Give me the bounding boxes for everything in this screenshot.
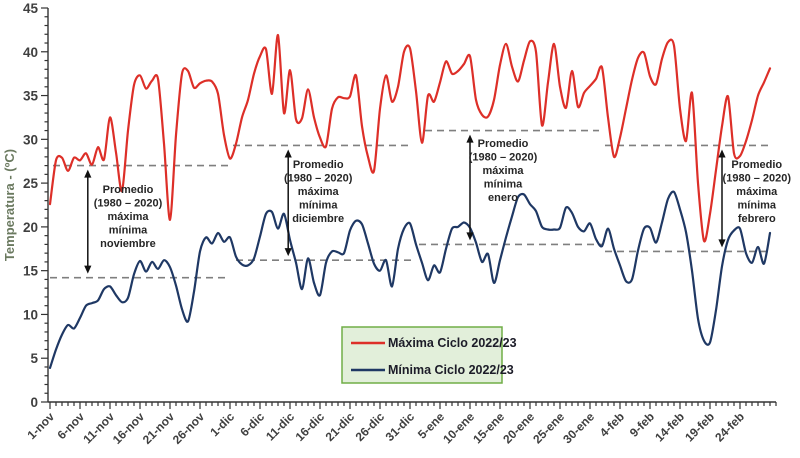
annotation-enero-line-4: enero (488, 192, 518, 204)
x-tick-label: 21-dic (323, 409, 358, 444)
y-tick-label: 30 (23, 132, 38, 147)
x-tick-label: 6-dic (237, 409, 267, 439)
x-tick-label: 20-ene (500, 409, 537, 446)
annotation-noviembre-line-3: mínima (109, 224, 148, 236)
annotation-enero-line-1: (1980 – 2020) (469, 152, 538, 164)
x-tick-label: 26-nov (170, 409, 207, 446)
annotation-arrowhead-up-febrero (718, 149, 726, 158)
annotation-diciembre-line-4: diciembre (292, 213, 344, 225)
y-tick-label: 35 (23, 89, 39, 104)
x-tick-label: 10-ene (440, 409, 477, 446)
annotation-febrero-line-2: máxima (736, 186, 778, 198)
x-tick-label: 25-ene (530, 409, 567, 446)
annotation-febrero-line-1: (1980 – 2020) (723, 173, 792, 185)
x-tick-label: 16-dic (293, 409, 328, 444)
annotations-group: Promedio(1980 – 2020)máximamínimanoviemb… (84, 134, 792, 274)
annotation-noviembre-line-0: Promedio (103, 184, 154, 196)
y-tick-label: 25 (23, 176, 39, 191)
x-tick-label: 30-ene (560, 409, 597, 446)
annotation-arrowhead-down-noviembre (84, 265, 92, 274)
annotation-diciembre-line-0: Promedio (293, 159, 344, 171)
legend-box (341, 326, 503, 384)
x-tick-label: 31-dic (383, 409, 418, 444)
annotation-diciembre-line-3: mínima (299, 199, 338, 211)
x-tick-label: 26-dic (353, 409, 388, 444)
annotation-arrowhead-down-diciembre (284, 248, 292, 257)
x-tick-label: 1-nov (25, 409, 58, 442)
y-tick-label: 15 (23, 264, 39, 279)
annotation-arrowhead-down-enero (466, 232, 474, 241)
annotation-diciembre-line-1: (1980 – 2020) (284, 173, 353, 185)
annotation-arrowhead-up-diciembre (284, 149, 292, 158)
annotation-diciembre-line-2: máxima (298, 186, 340, 198)
y-tick-label: 5 (30, 351, 38, 366)
annotation-noviembre-line-1: (1980 – 2020) (94, 198, 163, 210)
annotation-enero-line-2: máxima (483, 165, 525, 177)
x-tick-label: 4-feb (597, 410, 627, 440)
annotation-febrero-line-3: mínima (738, 199, 777, 211)
annotation-noviembre-line-2: máxima (108, 211, 150, 223)
y-tick-label: 20 (23, 220, 38, 235)
x-tick-label: 19-feb (682, 410, 717, 445)
x-tick-label: 16-nov (110, 409, 147, 446)
y-tick-label: 10 (23, 307, 38, 322)
x-tick-label: 14-feb (652, 410, 687, 445)
x-tick-label: 1-dic (207, 409, 237, 439)
annotation-febrero-line-0: Promedio (731, 159, 782, 171)
annotation-arrowhead-up-enero (466, 134, 474, 143)
x-tick-label: 21-nov (140, 409, 177, 446)
annotation-arrowhead-down-febrero (718, 239, 726, 248)
y-axis-title: Temperatura - (ºC) (2, 149, 17, 261)
annotation-arrowhead-up-noviembre (84, 169, 92, 178)
legend-maxima-label: Máxima Ciclo 2022/23 (388, 336, 517, 350)
y-tick-label: 45 (23, 1, 39, 16)
annotation-febrero-line-4: febrero (738, 213, 776, 225)
x-tick-label: 15-ene (470, 409, 507, 446)
x-tick-label: 11-dic (263, 409, 297, 443)
y-tick-label: 40 (23, 45, 38, 60)
x-tick-label: 11-nov (80, 409, 117, 446)
maxima-series-line (48, 33, 772, 243)
minima-series-line (48, 190, 772, 369)
series-group (48, 33, 772, 369)
y-tick-label: 0 (30, 395, 38, 410)
legend: Máxima Ciclo 2022/23 Mínima Ciclo 2022/2… (341, 326, 517, 384)
annotation-noviembre-line-4: noviembre (100, 238, 156, 250)
x-tick-label: 24-feb (712, 410, 747, 445)
legend-minima-label: Mínima Ciclo 2022/23 (388, 363, 514, 377)
annotation-enero-line-0: Promedio (478, 138, 529, 150)
annotation-enero-line-3: mínima (484, 178, 523, 190)
